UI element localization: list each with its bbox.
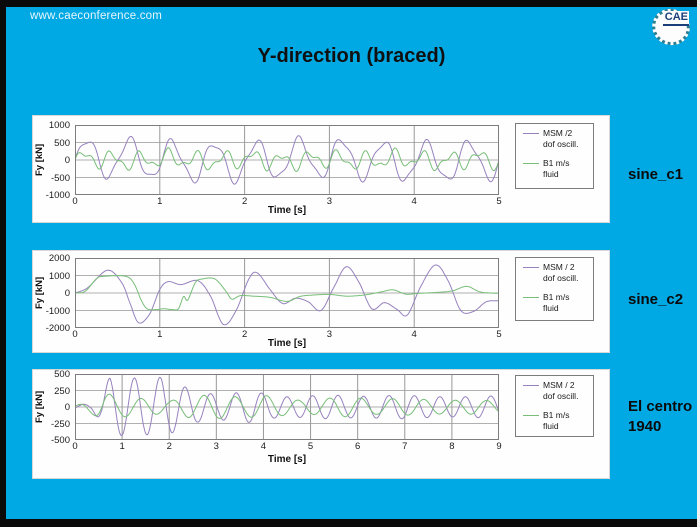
x-tick-label: 1 <box>157 329 163 340</box>
legend-entry: B1 m/s fluid <box>523 158 593 179</box>
y-tick-label: 0 <box>64 288 70 299</box>
x-axis-title: Time [s] <box>267 454 307 465</box>
legend: MSM / 2 dof oscill. B1 m/s fluid <box>515 257 594 321</box>
legend-line-swatch <box>523 163 539 165</box>
legend-label: B1 m/s fluid <box>543 158 570 179</box>
x-tick-label: 4 <box>411 329 417 340</box>
x-tick-label: 3 <box>326 196 333 207</box>
x-tick-label: 3 <box>213 441 219 452</box>
row-label-sine-c1: sine_c1 <box>628 166 684 183</box>
plot-area <box>75 125 499 195</box>
legend-line-swatch <box>523 297 539 299</box>
legend-line-swatch <box>523 267 539 268</box>
slide-title: Y-direction (braced) <box>257 45 446 67</box>
x-tick-label: 4 <box>260 441 267 452</box>
plot-area <box>75 258 499 328</box>
legend-line-swatch <box>523 133 539 134</box>
x-axis-title: Time [s] <box>267 205 307 216</box>
row-label-el-centro-1940: El centro 1940 <box>628 398 693 436</box>
legend-entry: MSM /2 dof oscill. <box>523 128 593 149</box>
y-tick-label: -500 <box>50 435 70 446</box>
x-tick-label: 7 <box>402 441 408 452</box>
x-tick-label: 4 <box>411 196 417 207</box>
slide-background: www.caeconference.com CAE Y-direction (b… <box>6 2 697 519</box>
plot-area <box>75 374 499 440</box>
y-tick-label: 500 <box>54 369 70 380</box>
x-tick-label: 6 <box>355 441 361 452</box>
x-tick-label: 5 <box>496 329 502 340</box>
legend-entry: MSM / 2 dof oscill. <box>523 380 593 401</box>
x-tick-label: 3 <box>326 329 333 340</box>
cae-logo-text: CAE <box>662 11 689 26</box>
right-edge-strip <box>697 0 700 527</box>
y-tick-label: -1000 <box>45 190 70 201</box>
cae-logo: CAE <box>646 2 696 52</box>
x-tick-label: 9 <box>496 441 502 452</box>
x-tick-label: 2 <box>241 196 248 207</box>
y-tick-label: 0 <box>64 402 70 413</box>
x-axis-title: Time [s] <box>267 338 307 349</box>
y-tick-label: 250 <box>54 385 70 397</box>
legend-label: MSM /2 dof oscill. <box>543 128 579 149</box>
x-tick-label: 2 <box>241 329 248 340</box>
legend-line-swatch <box>523 415 539 417</box>
x-tick-label: 5 <box>496 196 502 207</box>
y-tick-label: 1000 <box>48 270 70 282</box>
x-tick-label: 2 <box>166 441 172 452</box>
legend-entry: MSM / 2 dof oscill. <box>523 262 593 283</box>
y-tick-label: -500 <box>50 172 70 184</box>
y-tick-label: -1000 <box>45 305 70 317</box>
legend-label: MSM / 2 dof oscill. <box>543 262 579 283</box>
legend-line-swatch <box>523 385 539 386</box>
x-tick-label: 1 <box>119 441 125 452</box>
x-tick-label: 5 <box>307 441 314 452</box>
y-tick-label: 1000 <box>48 120 70 131</box>
y-tick-label: 2000 <box>48 253 70 264</box>
y-tick-label: -2000 <box>45 323 70 334</box>
x-tick-label: 0 <box>72 441 78 452</box>
row-label-sine-c2: sine_c2 <box>628 291 684 308</box>
legend-label: MSM / 2 dof oscill. <box>543 380 579 401</box>
legend-label: B1 m/s fluid <box>543 292 570 313</box>
x-tick-label: 1 <box>157 196 163 207</box>
x-tick-label: 0 <box>72 329 78 340</box>
y-tick-label: -250 <box>50 418 70 430</box>
y-tick-label: 0 <box>64 155 70 166</box>
legend-entry: B1 m/s fluid <box>523 292 593 313</box>
legend: MSM / 2 dof oscill. B1 m/s fluid <box>515 375 594 437</box>
legend-entry: B1 m/s fluid <box>523 410 593 431</box>
legend: MSM /2 dof oscill. B1 m/s fluid <box>515 123 594 189</box>
x-tick-label: 8 <box>449 441 455 452</box>
x-tick-label: 0 <box>72 196 78 207</box>
y-tick-label: 500 <box>54 137 70 149</box>
legend-label: B1 m/s fluid <box>543 410 570 431</box>
conference-url: www.caeconference.com <box>30 10 163 22</box>
